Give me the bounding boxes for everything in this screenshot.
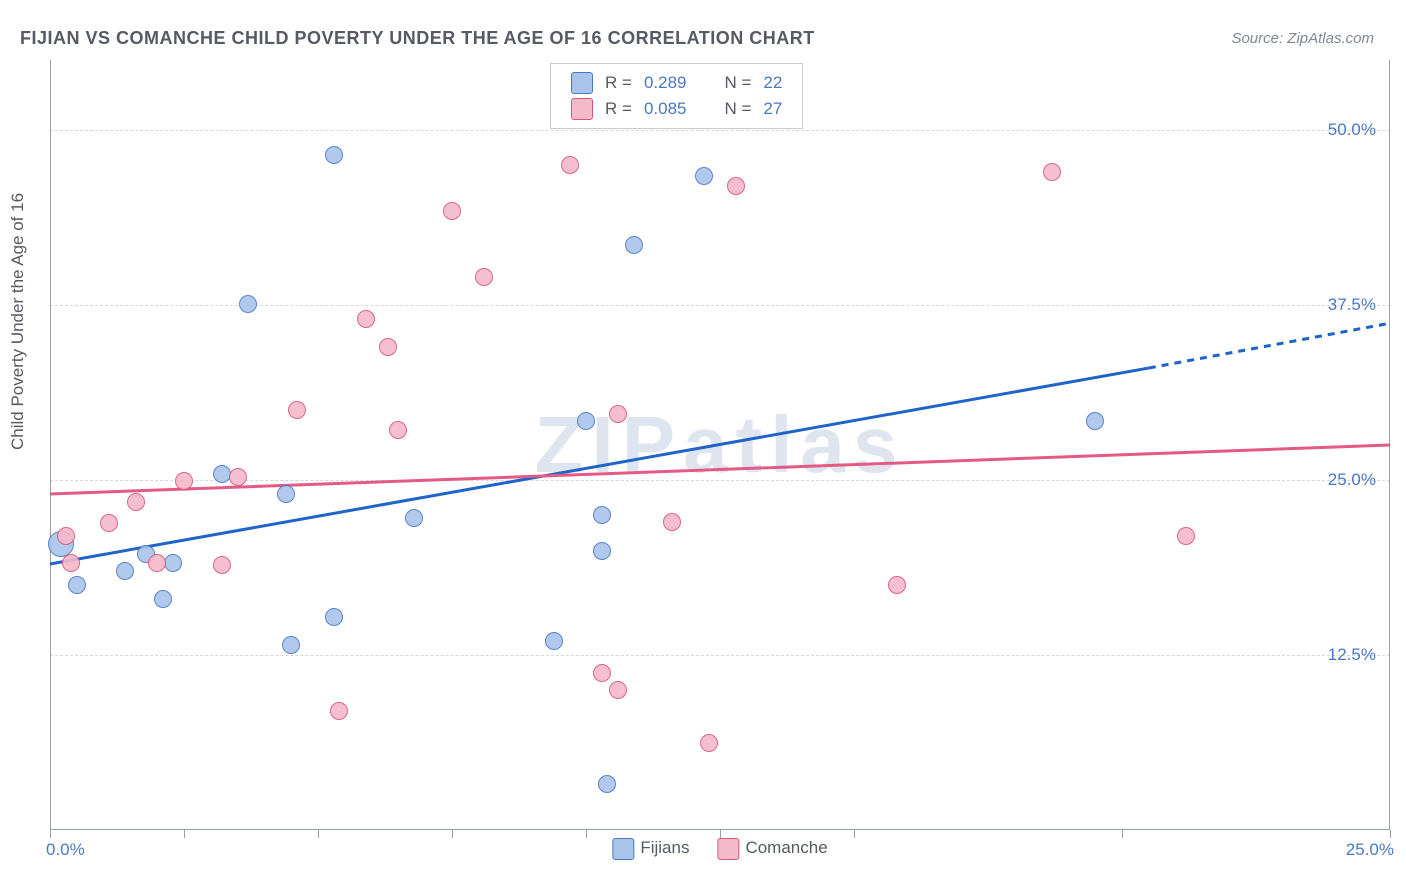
data-point-fijians [695, 167, 713, 185]
source-attribution: Source: ZipAtlas.com [1231, 30, 1374, 47]
data-point-comanche [609, 681, 627, 699]
data-point-comanche [475, 268, 493, 286]
legend-row: R =0.085 N =27 [565, 96, 788, 122]
x-tick [1390, 830, 1391, 838]
data-point-comanche [1177, 527, 1195, 545]
data-point-comanche [148, 554, 166, 572]
x-axis-min-label: 0.0% [46, 840, 85, 860]
legend-n-label: N = [718, 70, 757, 96]
legend-r-label: R = [599, 96, 638, 122]
legend-swatch [612, 838, 634, 860]
chart-title: FIJIAN VS COMANCHE CHILD POVERTY UNDER T… [20, 28, 815, 49]
legend-item-fijians: Fijians [612, 838, 689, 857]
data-point-comanche [593, 664, 611, 682]
x-tick [586, 830, 587, 838]
trend-line-fijians [50, 368, 1149, 564]
data-point-comanche [888, 576, 906, 594]
trend-line-dashed-fijians [1149, 323, 1390, 368]
x-tick [854, 830, 855, 838]
x-tick [50, 830, 51, 838]
y-axis-label: Child Poverty Under the Age of 16 [8, 193, 28, 450]
data-point-fijians [625, 236, 643, 254]
data-point-comanche [357, 310, 375, 328]
legend-r-value: 0.289 [638, 70, 693, 96]
data-point-comanche [175, 472, 193, 490]
data-point-fijians [164, 554, 182, 572]
data-point-comanche [288, 401, 306, 419]
data-point-fijians [239, 295, 257, 313]
y-tick-label: 50.0% [1328, 120, 1376, 140]
y-tick-label: 12.5% [1328, 645, 1376, 665]
data-point-fijians [545, 632, 563, 650]
data-point-fijians [593, 542, 611, 560]
x-tick [318, 830, 319, 838]
data-point-comanche [1043, 163, 1061, 181]
data-point-fijians [282, 636, 300, 654]
legend-label: Fijians [640, 838, 689, 857]
data-point-comanche [100, 514, 118, 532]
data-point-fijians [593, 506, 611, 524]
data-point-comanche [700, 734, 718, 752]
data-point-comanche [57, 527, 75, 545]
legend-n-value: 22 [757, 70, 788, 96]
legend-swatch [571, 98, 593, 120]
x-tick [720, 830, 721, 838]
y-tick-label: 25.0% [1328, 470, 1376, 490]
data-point-fijians [1086, 412, 1104, 430]
data-point-comanche [379, 338, 397, 356]
legend-label: Comanche [745, 838, 827, 857]
x-axis-max-label: 25.0% [1346, 840, 1394, 860]
data-point-comanche [663, 513, 681, 531]
legend-row: R =0.289 N =22 [565, 70, 788, 96]
x-tick [452, 830, 453, 838]
trend-lines-layer [50, 60, 1390, 830]
data-point-comanche [443, 202, 461, 220]
data-point-fijians [405, 509, 423, 527]
data-point-comanche [229, 468, 247, 486]
legend-r-value: 0.085 [638, 96, 693, 122]
data-point-fijians [277, 485, 295, 503]
trend-line-comanche [50, 445, 1390, 494]
x-tick [184, 830, 185, 838]
correlation-legend: R =0.289 N =22 R =0.085 N =27 [550, 63, 803, 129]
data-point-comanche [609, 405, 627, 423]
data-point-comanche [389, 421, 407, 439]
data-point-fijians [68, 576, 86, 594]
data-point-comanche [213, 556, 231, 574]
data-point-fijians [154, 590, 172, 608]
data-point-comanche [127, 493, 145, 511]
legend-swatch [571, 72, 593, 94]
legend-r-label: R = [599, 70, 638, 96]
legend-n-label: N = [718, 96, 757, 122]
data-point-fijians [116, 562, 134, 580]
y-tick-label: 37.5% [1328, 295, 1376, 315]
series-legend: Fijians Comanche [598, 838, 841, 860]
data-point-comanche [561, 156, 579, 174]
data-point-fijians [577, 412, 595, 430]
data-point-fijians [598, 775, 616, 793]
data-point-fijians [325, 608, 343, 626]
x-tick [1122, 830, 1123, 838]
data-point-comanche [727, 177, 745, 195]
legend-item-comanche: Comanche [717, 838, 827, 857]
data-point-fijians [325, 146, 343, 164]
legend-n-value: 27 [757, 96, 788, 122]
data-point-comanche [330, 702, 348, 720]
data-point-comanche [62, 554, 80, 572]
scatter-plot: ZIPatlas R =0.289N =22R =0.085N =27 Fiji… [50, 60, 1390, 830]
legend-swatch [717, 838, 739, 860]
